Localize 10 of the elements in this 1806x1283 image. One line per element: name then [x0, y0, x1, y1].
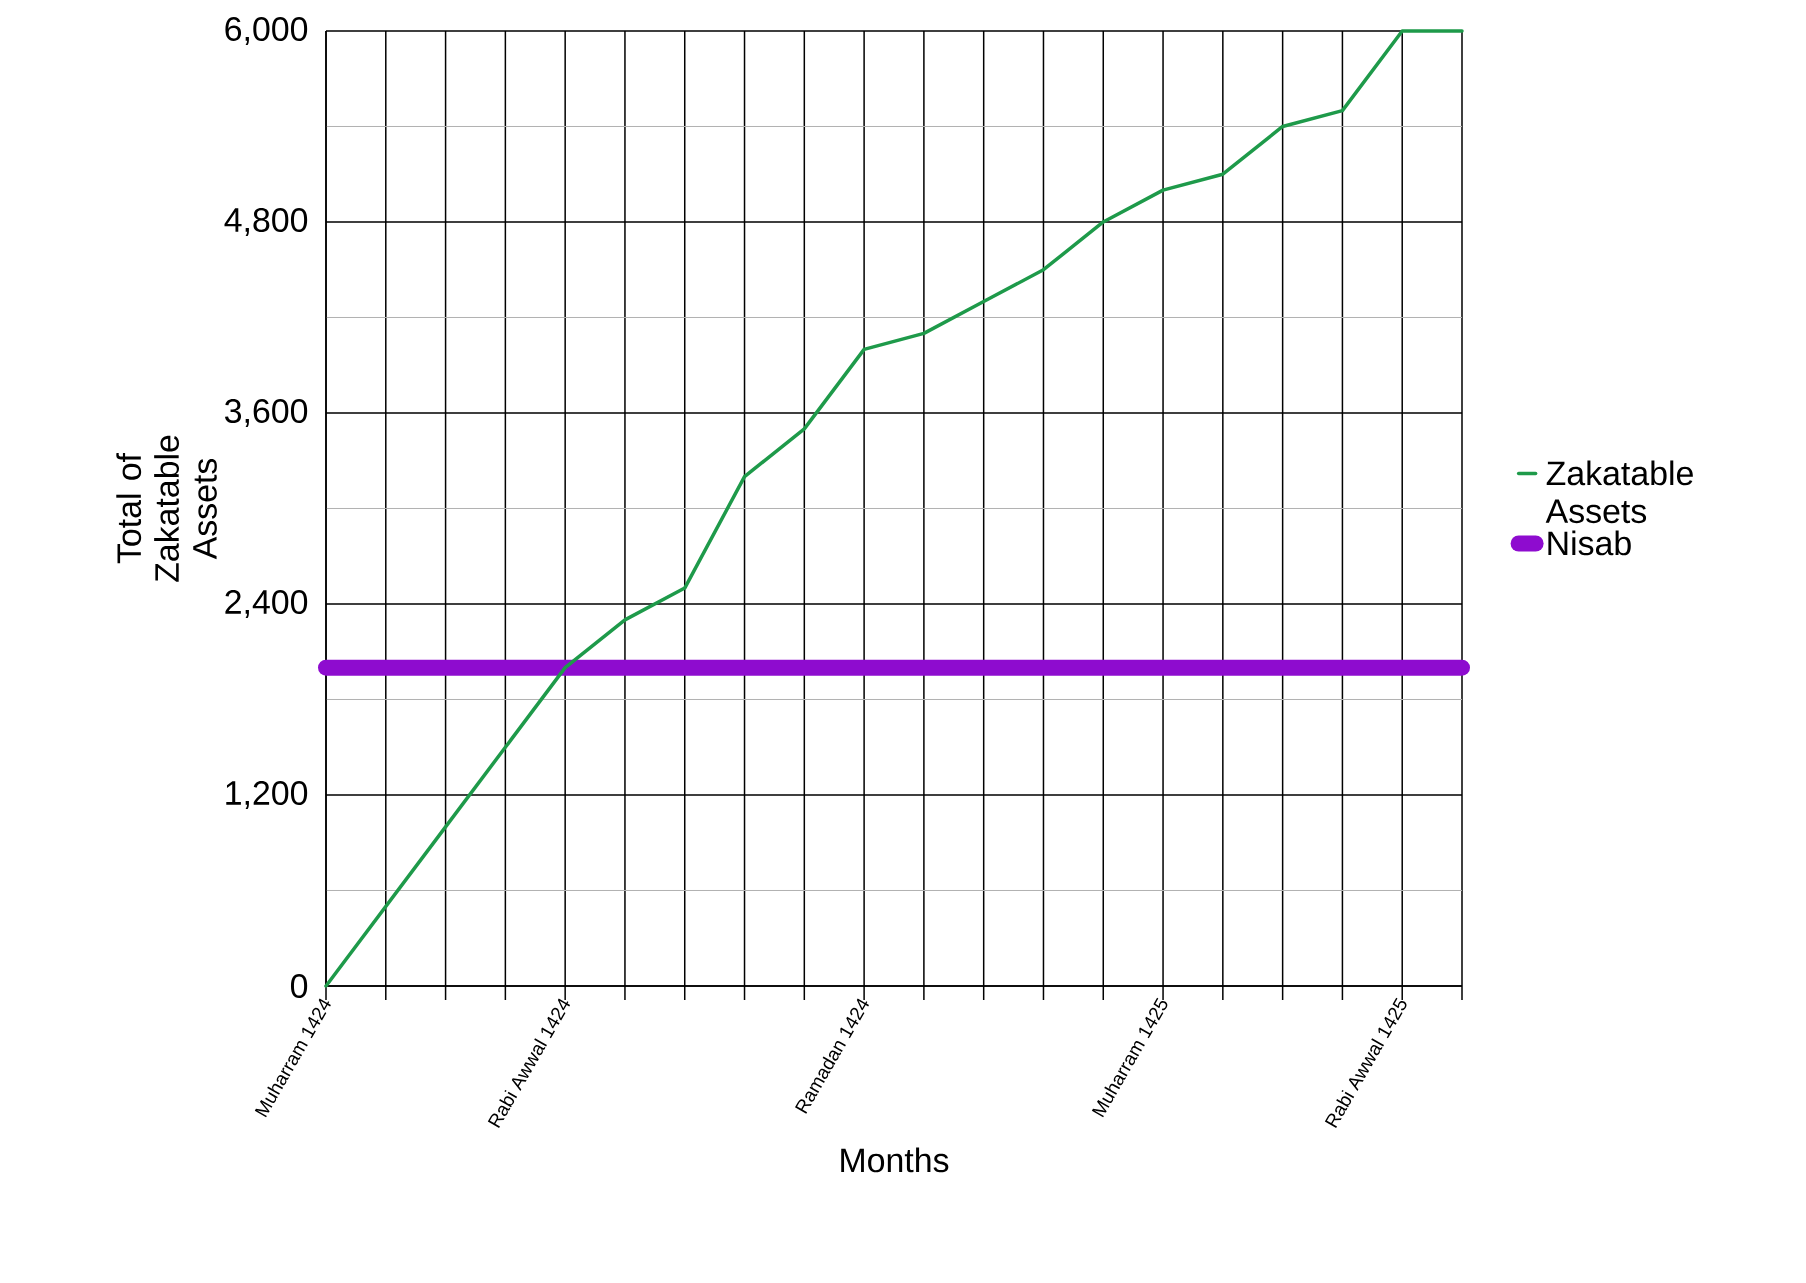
y-tick-label: 3,600 [225, 399, 308, 427]
legend-label: Zakatable Assets [1545, 460, 1693, 524]
x-axis-title: Months [841, 1147, 949, 1173]
y-axis-title: Total of Zakatable Assets [116, 435, 217, 582]
y-tick-label: 2,400 [225, 590, 308, 618]
legend-label: Nisab [1548, 530, 1631, 556]
y-tick-label: 1,200 [226, 781, 308, 809]
y-tick-label: 6,000 [225, 16, 308, 45]
y-tick-label: 0 [290, 974, 308, 998]
y-tick-label: 4,800 [224, 208, 308, 236]
